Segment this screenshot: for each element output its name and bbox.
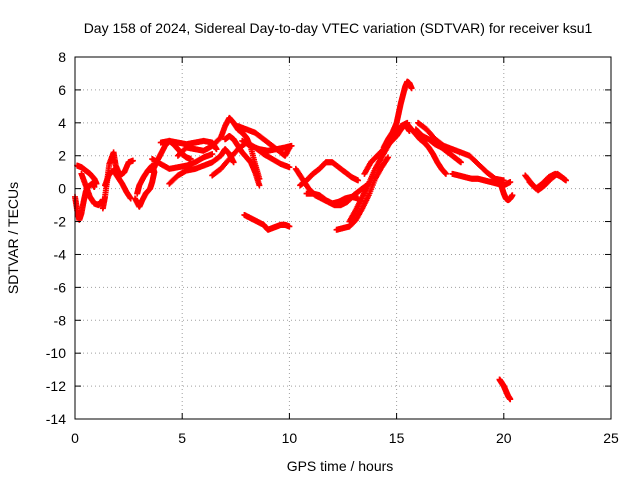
y-tick-label: 8 [58, 49, 66, 65]
x-tick-label: 5 [178, 430, 186, 446]
series-track-aa [449, 170, 514, 189]
data-point [562, 177, 569, 184]
data-point [286, 164, 293, 171]
series-track-h [149, 151, 216, 172]
series-track-o [239, 137, 295, 154]
x-tick-label: 0 [71, 430, 79, 446]
series-track-e [102, 167, 134, 202]
y-tick-label: -12 [46, 378, 66, 394]
x-axis-label: GPS time / hours [287, 458, 394, 474]
y-tick-label: -8 [54, 312, 67, 328]
chart-title: Day 158 of 2024, Sidereal Day-to-day VTE… [84, 20, 593, 36]
series-track-r [297, 159, 362, 189]
data-point [507, 396, 514, 403]
series-track-m [222, 132, 263, 189]
data-point [213, 146, 220, 153]
data-point [134, 190, 141, 197]
y-axis-label: SDTVAR / TECUs [5, 182, 21, 294]
x-tick-label: 15 [389, 430, 405, 446]
data-point [408, 85, 415, 92]
axes: 0 5 10 15 20 25 -14 -12 -10 -8 -6 -4 -2 0 2 4 6 8 [46, 49, 619, 446]
data-point [230, 159, 237, 166]
data-point [288, 142, 295, 149]
data-point [93, 180, 100, 187]
data-point [442, 170, 449, 177]
series-track-ab [498, 183, 516, 204]
y-tick-label: -2 [54, 214, 67, 230]
x-tick-label: 20 [496, 430, 512, 446]
y-tick-label: -10 [46, 345, 66, 361]
grid-lines [75, 57, 611, 419]
data-point [457, 159, 464, 166]
series-track-j [166, 146, 237, 187]
series-track-w [380, 78, 415, 151]
plot-frame [74, 56, 612, 420]
series-track-ad [526, 170, 569, 192]
x-tick-label: 10 [282, 430, 298, 446]
data-point [129, 157, 136, 164]
y-tick-label: 6 [58, 82, 66, 98]
series-track-t [333, 154, 392, 233]
data-point [286, 223, 293, 230]
y-tick-label: -14 [46, 411, 66, 427]
y-tick-label: 4 [58, 115, 66, 131]
series-track-p [241, 211, 293, 233]
series-track-z [415, 119, 507, 184]
y-tick-label: -6 [54, 279, 67, 295]
data-points [72, 78, 569, 403]
series-track-b [74, 162, 100, 187]
x-tick-label: 25 [603, 430, 619, 446]
data-point [507, 179, 514, 186]
y-tick-label: 2 [58, 148, 66, 164]
data-point [91, 183, 98, 190]
data-point [209, 151, 216, 158]
series-track-ae [496, 376, 514, 403]
data-point [509, 192, 516, 199]
data-point [256, 182, 263, 189]
series-track-c [78, 170, 104, 209]
y-tick-label: -4 [54, 246, 67, 262]
y-tick-label: 0 [58, 181, 66, 197]
data-point [385, 154, 392, 161]
data-point [355, 177, 362, 184]
